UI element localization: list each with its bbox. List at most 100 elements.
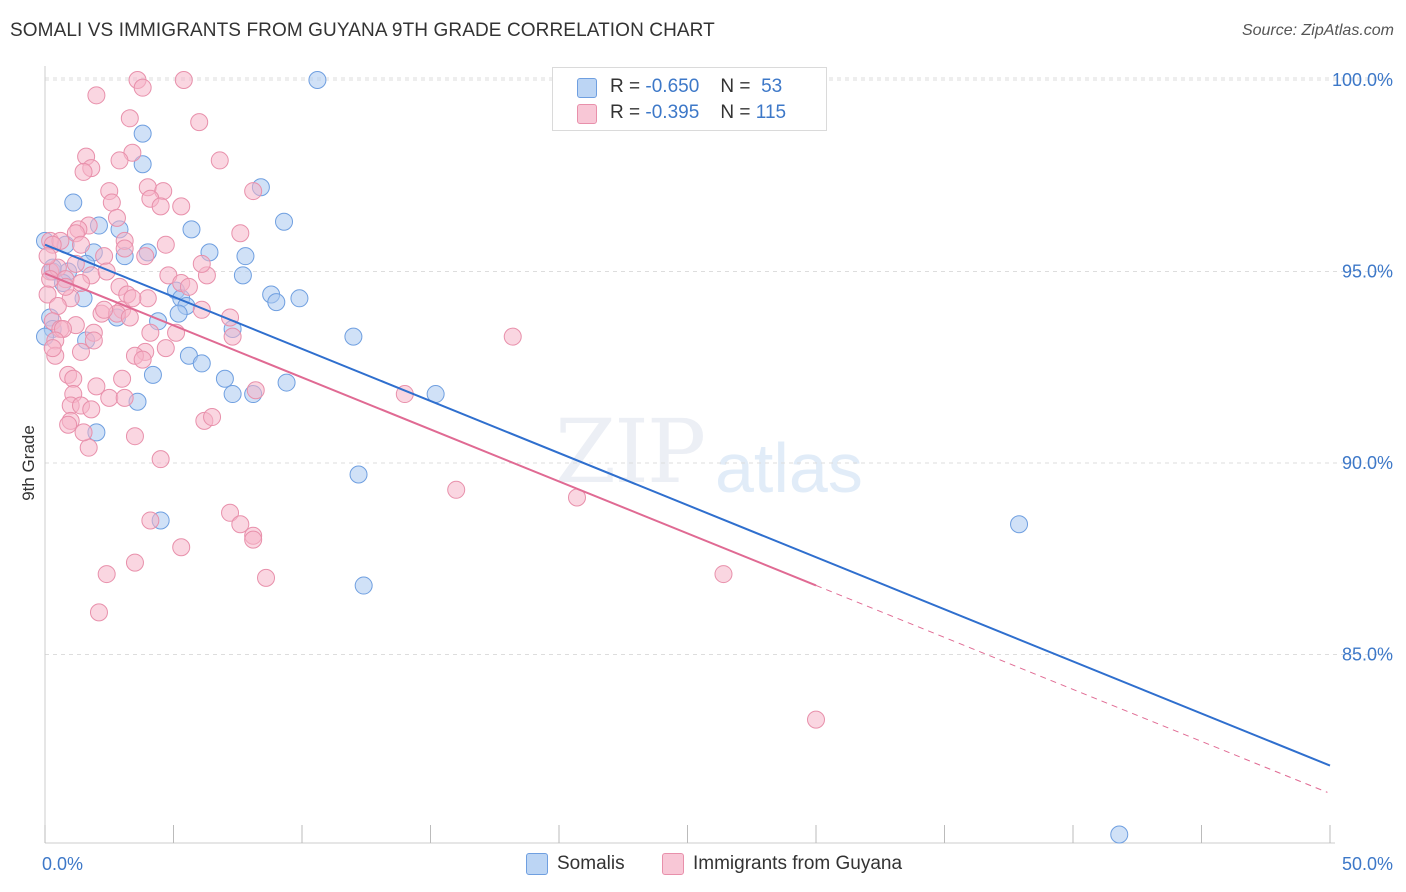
point-guyana xyxy=(156,235,175,254)
x-tick-label-max: 50.0% xyxy=(1342,854,1393,874)
point-guyana xyxy=(120,308,139,327)
point-somali xyxy=(192,354,211,373)
legend-n-value: 115 xyxy=(755,102,787,123)
point-guyana xyxy=(223,327,242,346)
point-guyana xyxy=(97,565,116,584)
point-guyana xyxy=(125,427,144,446)
bottom-legend-label-somali: Somalis xyxy=(557,853,625,874)
bottom-legend-label-guyana: Immigrants from Guyana xyxy=(693,853,903,874)
legend-swatch-guyana xyxy=(577,104,597,124)
point-guyana xyxy=(120,109,139,128)
y-tick-label: 90.0% xyxy=(1342,453,1393,473)
legend-r-label: R = xyxy=(610,76,641,97)
point-guyana xyxy=(71,342,90,361)
point-guyana xyxy=(244,530,263,549)
point-guyana xyxy=(87,86,106,105)
watermark-zip: ZIP xyxy=(555,400,706,503)
point-somali xyxy=(215,369,234,388)
point-somali xyxy=(1110,825,1129,844)
legend-n-label: N = xyxy=(720,102,751,123)
point-somali xyxy=(267,293,286,312)
point-guyana xyxy=(141,323,160,342)
point-somali xyxy=(349,465,368,484)
point-guyana xyxy=(89,603,108,622)
point-guyana xyxy=(244,182,263,201)
trend-lines xyxy=(44,243,1331,793)
point-guyana xyxy=(141,511,160,530)
point-guyana xyxy=(95,300,114,319)
point-guyana xyxy=(210,151,229,170)
data-points xyxy=(36,71,1129,844)
chart-title: SOMALI VS IMMIGRANTS FROM GUYANA 9TH GRA… xyxy=(10,20,715,41)
point-guyana xyxy=(100,388,119,407)
point-guyana xyxy=(74,162,93,181)
point-guyana xyxy=(48,296,67,315)
point-guyana xyxy=(107,208,126,227)
point-guyana xyxy=(151,197,170,216)
point-guyana xyxy=(125,553,144,572)
point-guyana xyxy=(59,415,78,434)
y-axis-label: 9th Grade xyxy=(19,425,38,501)
point-guyana xyxy=(133,350,152,369)
point-somali xyxy=(354,576,373,595)
point-somali xyxy=(133,155,152,174)
point-guyana xyxy=(82,400,101,419)
point-guyana xyxy=(102,193,121,212)
point-guyana xyxy=(190,113,209,132)
trend-line-somali xyxy=(44,243,1331,767)
point-guyana xyxy=(64,369,83,388)
point-guyana xyxy=(38,285,57,304)
point-guyana xyxy=(115,388,134,407)
point-somali xyxy=(233,266,252,285)
point-guyana xyxy=(807,710,825,729)
legend-r-value: -0.650 xyxy=(645,76,700,97)
point-guyana xyxy=(192,254,211,273)
bottom-legend-swatch-somali xyxy=(526,853,548,875)
point-guyana xyxy=(110,151,129,170)
point-somali xyxy=(277,373,296,392)
point-somali xyxy=(143,365,162,384)
watermark-atlas: atlas xyxy=(715,429,863,507)
point-guyana xyxy=(74,423,93,442)
point-guyana xyxy=(172,197,191,216)
point-somali xyxy=(133,124,152,143)
point-somali xyxy=(236,247,255,266)
point-guyana xyxy=(156,339,175,358)
point-guyana xyxy=(41,270,60,289)
point-guyana xyxy=(84,331,103,350)
point-guyana xyxy=(71,235,90,254)
point-somali xyxy=(1010,515,1029,534)
point-guyana xyxy=(151,450,170,469)
point-guyana xyxy=(174,71,193,89)
point-guyana xyxy=(87,377,106,396)
y-tick-label: 85.0% xyxy=(1342,645,1393,665)
point-somali xyxy=(223,385,242,404)
point-guyana xyxy=(79,438,98,457)
point-guyana xyxy=(138,289,157,308)
y-tick-label: 100.0% xyxy=(1332,70,1393,90)
x-tick-label-min: 0.0% xyxy=(42,854,83,874)
point-guyana xyxy=(714,565,733,584)
point-guyana xyxy=(179,277,198,296)
point-guyana xyxy=(123,289,142,308)
point-guyana xyxy=(231,515,250,534)
legend-n-label: N = xyxy=(720,76,751,97)
bottom-legend-swatch-guyana xyxy=(662,853,684,875)
point-guyana xyxy=(231,224,250,243)
point-guyana xyxy=(43,339,62,358)
point-somali xyxy=(182,220,201,239)
point-somali xyxy=(290,289,309,308)
point-somali xyxy=(308,71,327,89)
point-guyana xyxy=(221,503,240,522)
legend-r-value: -0.395 xyxy=(645,102,700,123)
point-guyana xyxy=(95,247,114,266)
y-tick-label: 95.0% xyxy=(1342,262,1393,282)
legend-r-label: R = xyxy=(610,102,641,123)
point-somali xyxy=(275,212,294,231)
axes xyxy=(44,66,1335,844)
point-guyana xyxy=(172,538,191,557)
point-guyana xyxy=(503,327,522,346)
trend-line-guyana-extension xyxy=(815,584,1328,793)
source-credit: Source: ZipAtlas.com xyxy=(1241,22,1394,39)
